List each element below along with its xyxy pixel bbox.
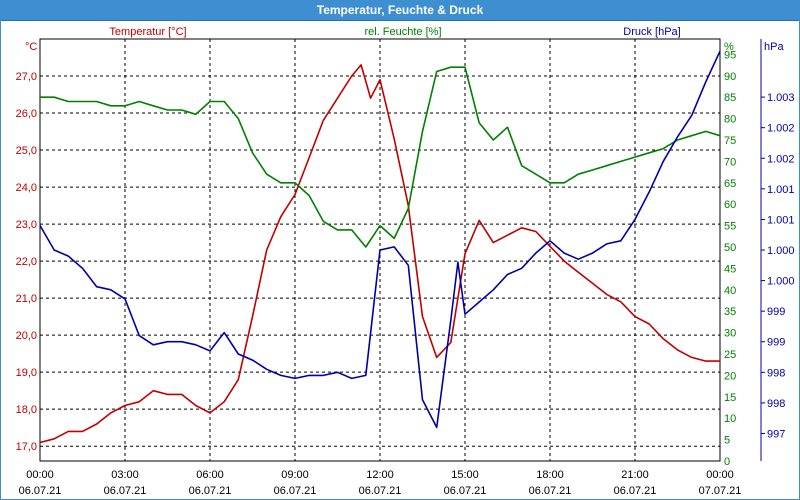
humidity-tick-label: 95: [724, 49, 736, 61]
x-tick-time: 12:00: [366, 469, 394, 481]
pressure-tick-label: 1.002: [767, 123, 795, 135]
temperature-tick-label: 26,0: [16, 108, 37, 120]
x-tick-time: 03:00: [111, 469, 139, 481]
pressure-tick-label: 999: [767, 337, 785, 349]
humidity-tick-label: 20: [724, 370, 736, 382]
x-tick-time: 00:00: [706, 469, 734, 481]
humidity-tick-label: 55: [724, 221, 736, 233]
humidity-unit-label: %: [724, 41, 734, 53]
humidity-tick-label: 15: [724, 392, 736, 404]
series-lines: [39, 50, 721, 444]
temperature-unit-label: °C: [25, 41, 37, 53]
pressure-tick-label: 1.000: [767, 276, 795, 288]
pressure-tick-label: 1.000: [767, 245, 795, 257]
x-tick-date: 06.07.21: [104, 485, 147, 497]
humidity-tick-label: 40: [724, 285, 736, 297]
pressure-tick-label: 997: [767, 428, 785, 440]
pressure-tick-label: 998: [767, 367, 785, 379]
x-tick-time: 21:00: [621, 469, 649, 481]
x-tick-time: 09:00: [281, 469, 309, 481]
temperature-tick-label: 22,0: [16, 256, 37, 268]
temperature-tick-label: 27,0: [16, 71, 37, 83]
plot-area-border: [39, 38, 721, 462]
pressure-axis-label: Druck [hPa]: [623, 26, 680, 38]
humidity-tick-label: 5: [724, 435, 730, 447]
humidity-tick-label: 80: [724, 114, 736, 126]
humidity-tick-label: 30: [724, 328, 736, 340]
humidity-tick-label: 65: [724, 178, 736, 190]
temperature-tick-label: 20,0: [16, 330, 37, 342]
humidity-axis-label: rel. Feuchte [%]: [364, 26, 441, 38]
x-tick-date: 06.07.21: [19, 485, 62, 497]
temperature-series-line: [39, 64, 720, 444]
humidity-tick-label: 50: [724, 242, 736, 254]
x-tick-date: 06.07.21: [614, 485, 657, 497]
pressure-tick-label: 1.001: [767, 184, 795, 196]
temperature-tick-label: 23,0: [16, 219, 37, 231]
chart-title: Temperatur, Feuchte & Druck: [316, 3, 484, 17]
x-tick-time: 15:00: [451, 469, 479, 481]
pressure-tick-label: 998: [767, 398, 785, 410]
grid-lines: [40, 39, 720, 461]
x-tick-date: 06.07.21: [189, 485, 232, 497]
pressure-tick-label: 999: [767, 306, 785, 318]
x-tick-date: 06.07.21: [444, 485, 487, 497]
humidity-tick-label: 35: [724, 306, 736, 318]
x-tick-time: 00:00: [26, 469, 54, 481]
humidity-tick-label: 85: [724, 92, 736, 104]
x-tick-time: 18:00: [536, 469, 564, 481]
x-tick-date: 06.07.21: [274, 485, 317, 497]
temperature-tick-label: 24,0: [16, 182, 37, 194]
temperature-tick-label: 25,0: [16, 145, 37, 157]
pressure-tick-label: 1.003: [767, 92, 795, 104]
humidity-tick-label: 75: [724, 135, 736, 147]
x-tick-date: 06.07.21: [359, 485, 402, 497]
temperature-tick-label: 18,0: [16, 404, 37, 416]
pressure-tick-label: 1.002: [767, 153, 795, 165]
chart-title-bar: Temperatur, Feuchte & Druck: [0, 0, 800, 21]
pressure-series-line: [39, 50, 721, 429]
humidity-tick-label: 70: [724, 156, 736, 168]
x-tick-time: 06:00: [196, 469, 224, 481]
x-tick-date: 06.07.21: [529, 485, 572, 497]
humidity-tick-label: 60: [724, 199, 736, 211]
pressure-unit-label: hPa: [764, 41, 784, 53]
humidity-tick-label: 25: [724, 349, 736, 361]
temperature-tick-label: 19,0: [16, 367, 37, 379]
humidity-series-line: [40, 66, 721, 248]
humidity-tick-label: 90: [724, 71, 736, 83]
temperature-tick-label: 21,0: [16, 293, 37, 305]
temperature-axis-label: Temperatur [°C]: [109, 26, 186, 38]
humidity-tick-label: 10: [724, 413, 736, 425]
temperature-tick-label: 17,0: [16, 441, 37, 453]
humidity-tick-label: 0: [724, 456, 730, 468]
humidity-tick-label: 45: [724, 263, 736, 275]
x-tick-date: 07.07.21: [699, 485, 742, 497]
pressure-tick-label: 1.001: [767, 214, 795, 226]
axes: 00:00 06.07.21 03:00 06.07.21 06:00 06.07.21 0…: [16, 49, 795, 497]
